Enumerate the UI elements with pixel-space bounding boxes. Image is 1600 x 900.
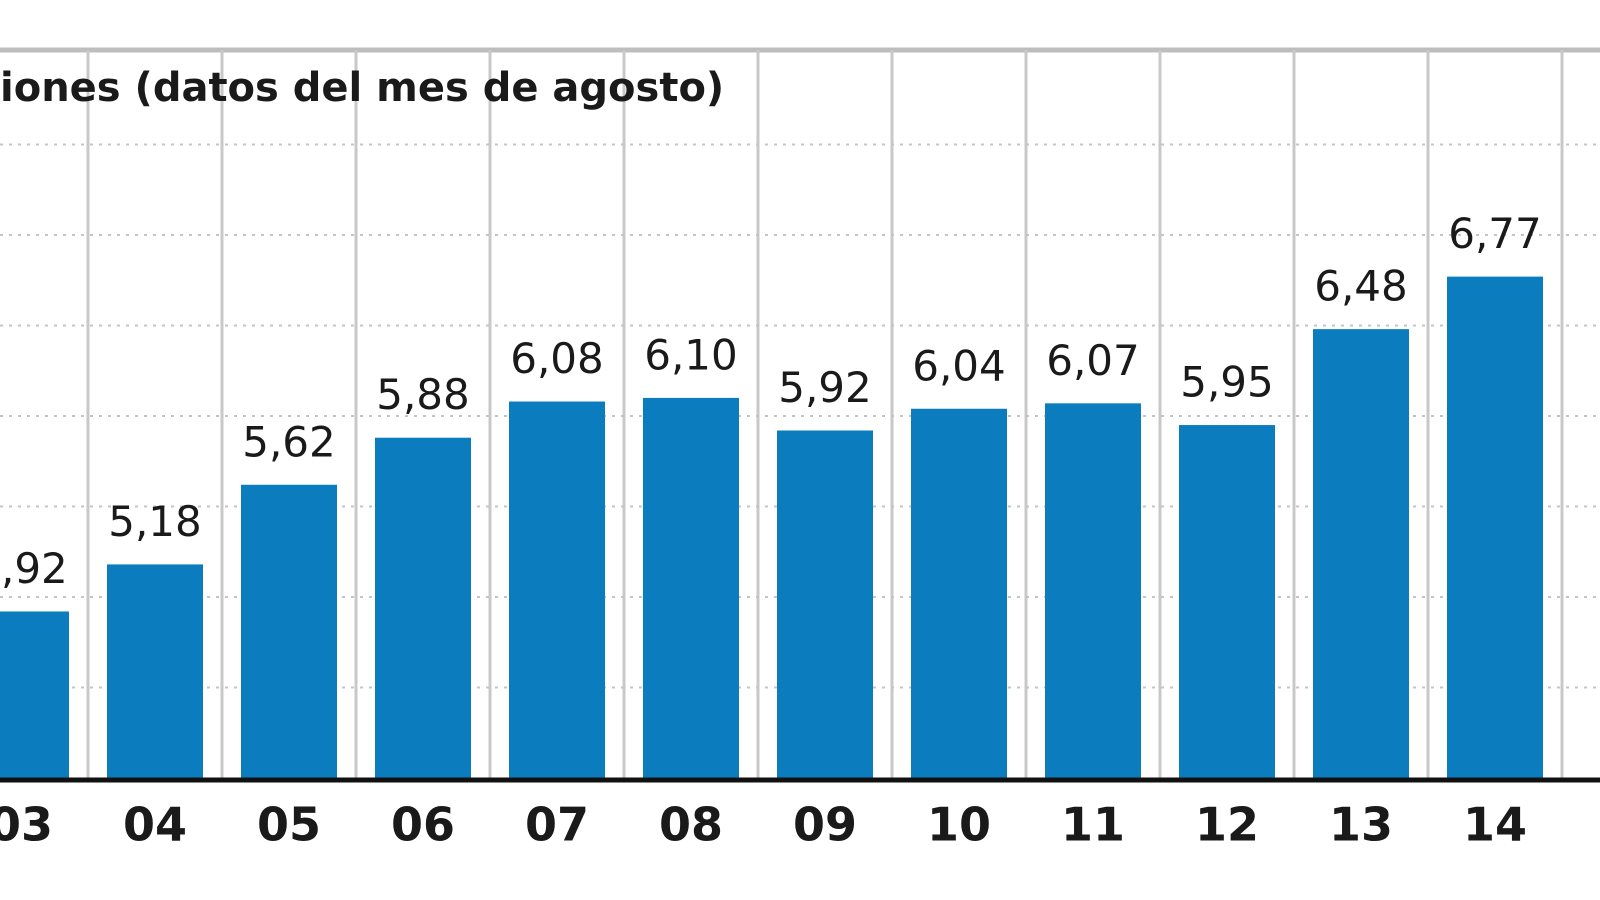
value-label: 6,10: [644, 330, 738, 379]
bar: [1045, 403, 1141, 778]
x-tick-label: 05: [257, 798, 321, 852]
x-tick-label: 13: [1329, 798, 1393, 852]
bar: [643, 397, 739, 778]
x-tick-label: 14: [1463, 798, 1527, 852]
x-tick-label: 09: [793, 798, 857, 852]
bar: [911, 408, 1007, 778]
bar: [1179, 425, 1275, 778]
x-tick-label: 07: [525, 798, 589, 852]
x-tick-label: 06: [391, 798, 455, 852]
chart-title: iones (datos del mes de agosto): [0, 65, 724, 111]
bar: [375, 437, 471, 778]
value-label: 6,04: [912, 341, 1006, 390]
value-label: 5,88: [376, 370, 470, 419]
value-label: 6,48: [1314, 262, 1408, 311]
bar: [777, 430, 873, 778]
x-tick-label: 10: [927, 798, 991, 852]
value-label: 5,92: [778, 363, 872, 412]
value-label: 6,08: [510, 334, 604, 383]
bar: [107, 564, 203, 778]
bar: [1447, 276, 1543, 778]
value-label: 5,95: [1180, 358, 1274, 407]
x-tick-label: 11: [1061, 798, 1125, 852]
x-tick-label: 03: [0, 798, 53, 852]
bar: [0, 611, 69, 778]
bar: [1313, 329, 1409, 778]
bar: [509, 401, 605, 778]
value-label: 6,07: [1046, 336, 1140, 385]
value-label: 5,18: [108, 497, 202, 546]
bar: [241, 484, 337, 778]
value-label: 5,62: [242, 417, 336, 466]
x-tick-label: 08: [659, 798, 723, 852]
x-tick-label: 04: [123, 798, 187, 852]
x-tick-label: 12: [1195, 798, 1259, 852]
value-label: 4,92: [0, 544, 68, 593]
value-label: 6,77: [1448, 209, 1542, 258]
